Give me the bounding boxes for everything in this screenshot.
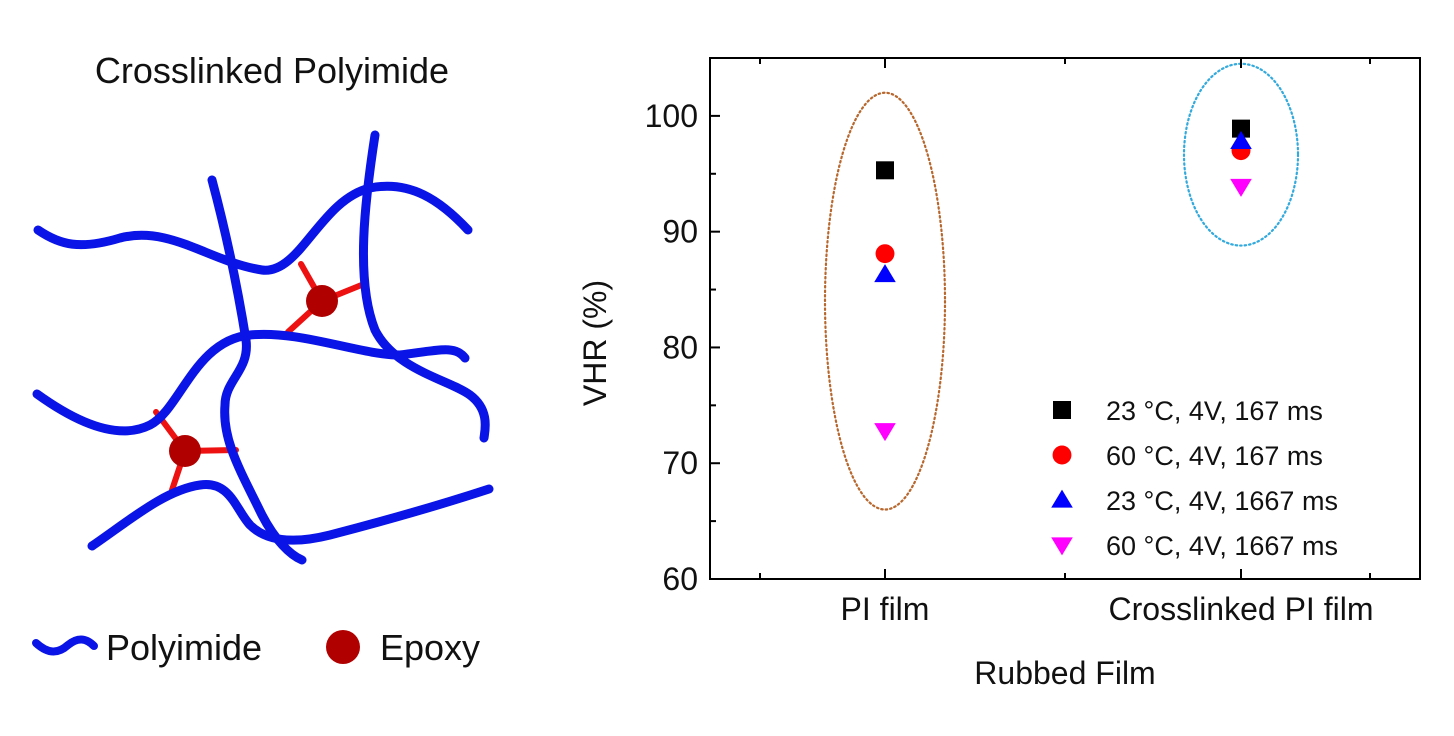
polyimide-chain: [33, 181, 473, 275]
marker-triangle-down: [874, 423, 896, 442]
marker-triangle-up: [874, 264, 896, 283]
polyimide-chains: [32, 130, 494, 565]
network-diagram: [32, 130, 494, 565]
marker-square: [876, 161, 894, 180]
legend-entry-label: 23 °C, 4V, 1667 ms: [1106, 486, 1338, 516]
y-tick-label: 60: [662, 561, 698, 597]
polyimide-chain-icon: [32, 635, 98, 656]
epoxy-node-icon: [326, 630, 360, 664]
marker-circle: [1052, 445, 1072, 465]
y-axis-label: VHR (%): [577, 280, 613, 406]
vhr-chart: 60 70 80 90 100 PI film Crosslinked PI film V…: [577, 57, 1421, 691]
polyimide-chain: [32, 329, 470, 436]
marker-triangle-down: [1230, 178, 1252, 197]
legend-entry-label: 60 °C, 4V, 167 ms: [1106, 441, 1323, 471]
legend-label-polyimide: Polyimide: [106, 627, 262, 668]
legend-label-epoxy: Epoxy: [380, 627, 480, 668]
chart-legend: 23 °C, 4V, 167 ms 60 °C, 4V, 167 ms 23 °C,…: [1051, 396, 1338, 561]
group-ellipse: [823, 91, 947, 511]
schematic-title: Crosslinked Polyimide: [95, 50, 449, 91]
schematic-panel: Crosslinked Polyimide: [32, 50, 494, 668]
marker-triangle-down: [1051, 537, 1073, 556]
y-tick-label: 70: [662, 445, 698, 481]
polyimide-chain: [207, 175, 307, 565]
polyimide-chain: [358, 130, 490, 443]
marker-triangle-up: [1230, 131, 1252, 150]
legend-entry-label: 23 °C, 4V, 167 ms: [1106, 396, 1323, 426]
y-axis: 60 70 80 90 100: [645, 98, 720, 597]
legend-entry-label: 60 °C, 4V, 1667 ms: [1106, 531, 1338, 561]
schematic-legend: Polyimide Epoxy: [32, 627, 480, 668]
marker-circle: [875, 244, 895, 264]
marker-square: [1053, 401, 1071, 419]
x-axis: PI film Crosslinked PI film: [759, 58, 1374, 627]
polyimide-chain: [87, 480, 494, 551]
y-tick-label: 80: [662, 329, 698, 365]
data-markers: [874, 119, 1252, 442]
y-tick-label: 90: [662, 214, 698, 250]
y-tick-label: 100: [645, 98, 698, 134]
x-tick-label: Crosslinked PI film: [1109, 591, 1374, 627]
epoxy-node: [306, 285, 338, 317]
marker-square: [1232, 119, 1250, 138]
x-tick-label: PI film: [841, 591, 930, 627]
x-axis-label: Rubbed Film: [974, 655, 1155, 691]
marker-triangle-up: [1051, 489, 1073, 508]
epoxy-node: [169, 435, 201, 467]
